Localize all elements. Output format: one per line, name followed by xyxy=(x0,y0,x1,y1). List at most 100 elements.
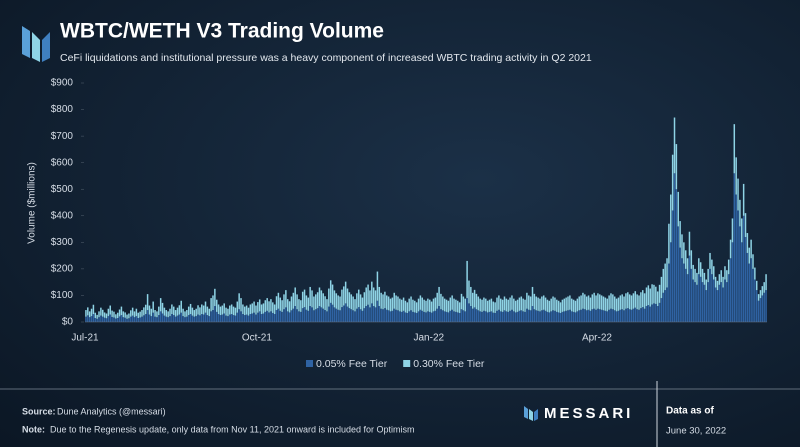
bar-segment xyxy=(541,310,543,322)
bar-segment xyxy=(698,274,700,322)
bar-segment xyxy=(507,299,509,312)
bar-segment xyxy=(731,242,734,322)
y-tick-label: $400 xyxy=(51,210,74,221)
bar-segment xyxy=(727,274,730,322)
bar-segment xyxy=(212,295,214,311)
bar-segment xyxy=(292,308,295,322)
bar-segment xyxy=(154,310,156,317)
bar-segment xyxy=(746,252,749,322)
bar-segment xyxy=(569,295,571,310)
bar-segment xyxy=(513,311,515,322)
bar-segment xyxy=(737,210,739,322)
bar-segment xyxy=(604,310,607,322)
bar-segment xyxy=(559,302,562,313)
bar-segment xyxy=(425,300,427,313)
bar-segment xyxy=(662,292,665,322)
bar-segment xyxy=(105,318,108,322)
bar-segment xyxy=(414,300,416,313)
bar-segment xyxy=(253,312,255,322)
bar-segment xyxy=(359,309,362,322)
chart-title: WBTC/WETH V3 Trading Volume xyxy=(60,20,384,43)
bar-segment xyxy=(272,312,274,322)
bar-segment xyxy=(260,314,263,322)
bar-segment xyxy=(378,306,381,322)
bar-segment xyxy=(471,308,474,322)
bar-segment xyxy=(559,312,562,322)
bar-segment xyxy=(427,298,429,312)
bar-segment xyxy=(511,309,513,322)
bar-segment xyxy=(247,307,250,316)
bar-segment xyxy=(329,302,332,322)
bar-segment xyxy=(337,295,339,310)
bar-segment xyxy=(692,279,694,322)
bar-segment xyxy=(539,298,541,312)
bar-segment xyxy=(346,288,349,307)
bar-segment xyxy=(344,303,347,322)
bar-segment xyxy=(440,293,442,310)
bar-segment xyxy=(193,316,196,322)
bar-segment xyxy=(716,290,719,322)
bar-segment xyxy=(692,264,694,280)
bar-segment xyxy=(483,310,485,322)
bar-segment xyxy=(533,309,536,322)
bar-segment xyxy=(285,290,287,308)
bar-segment xyxy=(191,315,194,322)
bar-segment xyxy=(640,308,642,322)
bar-segment xyxy=(705,279,708,291)
bar-segment xyxy=(557,300,560,313)
bar-segment xyxy=(528,309,530,322)
bar-segment xyxy=(144,304,147,315)
bar-segment xyxy=(309,286,311,307)
bar-segment xyxy=(554,297,556,311)
bar-segment xyxy=(744,213,747,238)
bar-segment xyxy=(537,310,539,322)
bar-segment xyxy=(107,316,110,322)
bar-segment xyxy=(524,299,526,312)
bar-segment xyxy=(703,272,706,285)
bar-segment xyxy=(643,293,646,309)
bar-segment xyxy=(174,316,177,322)
bar-segment xyxy=(428,311,431,322)
bar-segment xyxy=(655,303,657,322)
bar-segment xyxy=(328,288,330,307)
bar-segment xyxy=(449,297,452,311)
bar-segment xyxy=(148,305,151,315)
bar-segment xyxy=(187,306,190,316)
bar-segment xyxy=(386,309,388,322)
bar-segment xyxy=(159,311,162,322)
bar-segment xyxy=(668,263,670,322)
brand-icon xyxy=(524,406,538,421)
bar-segment xyxy=(399,311,401,322)
bar-segment xyxy=(582,308,584,322)
bar-segment xyxy=(690,268,693,322)
bar-segment xyxy=(711,274,713,322)
bar-segment xyxy=(488,311,491,322)
bar-segment xyxy=(212,310,214,322)
bar-segment xyxy=(548,300,551,313)
bar-segment xyxy=(118,309,121,317)
bar-segment xyxy=(219,315,222,322)
bar-segment xyxy=(301,291,304,309)
bar-segment xyxy=(156,311,158,318)
bar-segment xyxy=(587,309,590,322)
bar-segment xyxy=(382,309,384,322)
bar-segment xyxy=(423,299,425,312)
bar-segment xyxy=(752,268,754,322)
bar-segment xyxy=(597,308,599,322)
bar-segment xyxy=(632,293,635,309)
bar-segment xyxy=(87,307,89,316)
bar-segment xyxy=(567,310,569,322)
bar-segment xyxy=(748,247,750,264)
bar-segment xyxy=(522,298,524,312)
bar-segment xyxy=(391,310,394,322)
bar-segment xyxy=(318,306,321,322)
bar-segment xyxy=(266,298,268,311)
bar-segment xyxy=(759,298,762,322)
bar-segment xyxy=(440,309,442,322)
bar-segment xyxy=(410,310,412,322)
bar-segment xyxy=(387,310,390,322)
bar-segment xyxy=(479,311,481,322)
bar-segment xyxy=(404,312,407,322)
bar-segment xyxy=(666,258,668,288)
